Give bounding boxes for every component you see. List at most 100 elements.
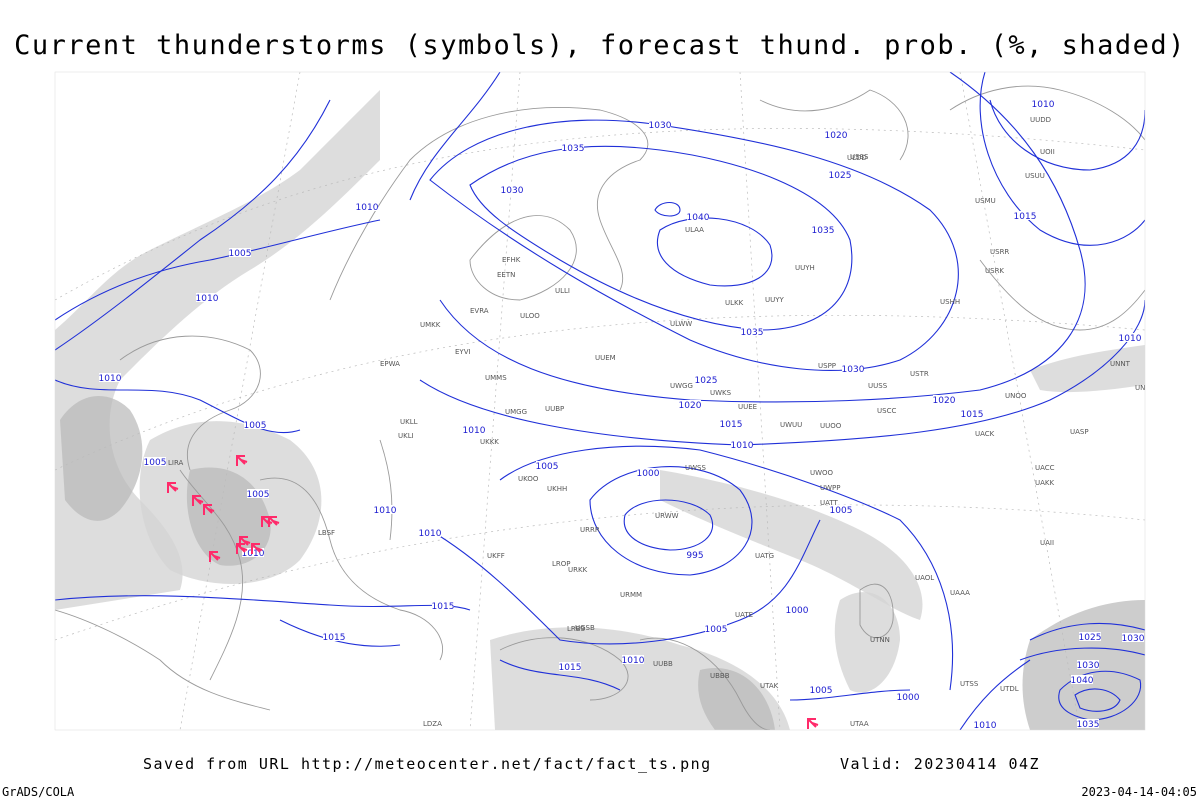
isobar-label: 1030: [649, 121, 672, 131]
isobar-label: 1015: [720, 420, 743, 430]
station-label: UKLI: [398, 432, 414, 440]
isobar-label-bg: [731, 440, 753, 449]
isobar-label: 1015: [1014, 212, 1037, 222]
isobar-label-bg: [1077, 719, 1099, 728]
station-label: UMGG: [505, 408, 527, 416]
isobar-label-bg: [830, 505, 852, 514]
station-label: LRBS: [567, 625, 585, 633]
isobar-label-bg: [695, 375, 717, 384]
station-label: UNNT: [1110, 360, 1131, 368]
isobar-label-bg: [463, 425, 485, 434]
isobar-label: 1010: [374, 506, 397, 516]
station-label: EYVI: [455, 348, 471, 356]
station-label: UATG: [755, 552, 774, 560]
thunderstorm-symbol: [192, 495, 204, 506]
isobar-label-bg: [244, 420, 266, 429]
station-label: UAAA: [950, 589, 970, 597]
station-label: UUDD: [1030, 116, 1051, 124]
map-area: 1030 1035 1030 1040 1035 1020 1025 1010 1015 1010…: [55, 72, 1145, 731]
station-label: UWSS: [685, 464, 706, 472]
isobar-label: 1010: [622, 656, 645, 666]
isobar-label-bg: [1077, 660, 1099, 669]
station-label: UKFF: [487, 552, 505, 560]
station-label: UKHH: [547, 485, 567, 493]
isobar-label: 1015: [961, 410, 984, 420]
isobar-label: 1030: [842, 365, 865, 375]
station-label: UTNN: [870, 636, 890, 644]
credit: GrADS/COLA: [2, 785, 75, 799]
station-label: UACC: [1035, 464, 1055, 472]
station-label: UTSS: [960, 680, 979, 688]
isobar-label-bg: [1071, 675, 1093, 684]
station-label: LROP: [552, 560, 571, 568]
station-label: UAII: [1040, 539, 1054, 547]
isobar-label: 1030: [501, 186, 524, 196]
labels: 1030 1035 1030 1040 1035 1020 1025 1010 1015 1010…: [99, 99, 1145, 731]
station-label: UTDL: [1000, 685, 1019, 693]
isobar-label-bg: [196, 293, 218, 302]
isobar-label-bg: [829, 170, 851, 179]
isobar-label-bg: [974, 720, 996, 729]
map-frame: [54, 71, 1146, 731]
isobar-label-bg: [247, 489, 269, 498]
station-label: USMU: [975, 197, 996, 205]
isobar-label-bg: [812, 225, 834, 234]
isobar-label: 1010: [1119, 334, 1142, 344]
isobar-label-bg: [684, 550, 706, 559]
isobar-label: 1010: [242, 549, 265, 559]
station-label: URRR: [580, 526, 600, 534]
isobar-label: 1005: [247, 490, 270, 500]
isobar-label: 1005: [830, 506, 853, 516]
isobar-label-bg: [562, 143, 584, 152]
isobar-label-bg: [432, 601, 454, 610]
station-label: USHH: [940, 298, 960, 306]
isobar-label: 1010: [419, 529, 442, 539]
thunderstorm-symbol: [203, 504, 215, 515]
isobar-label: 1020: [825, 131, 848, 141]
isobar-label-bg: [810, 685, 832, 694]
thunderstorm-symbol: [167, 482, 179, 493]
station-label: USUU: [1025, 172, 1045, 180]
isobar-label: 1025: [695, 376, 718, 386]
thunderstorm-symbol: [268, 516, 280, 527]
station-label: UMMS: [485, 374, 507, 382]
isobar-label-bg: [649, 120, 671, 129]
station-label: LBSF: [318, 529, 335, 537]
station-label: LIRA: [168, 459, 184, 467]
isobar-label: 1035: [741, 328, 764, 338]
isobar-label-bg: [323, 632, 345, 641]
isobar-label: 1025: [1079, 633, 1102, 643]
thunderstorm-symbol: [251, 543, 263, 554]
isobar-label: 1030: [1077, 661, 1100, 671]
isobar-label-bg: [933, 395, 955, 404]
station-label: UUYH: [795, 264, 815, 272]
station-label: UUSS: [868, 382, 888, 390]
isobar-label-bg: [356, 202, 378, 211]
isobar-label-bg: [786, 605, 808, 614]
station-label: LDZA: [423, 720, 442, 728]
station-label: UACK: [975, 430, 995, 438]
isobar-label-bg: [741, 327, 763, 336]
station-label: UOII: [1040, 148, 1055, 156]
station-label: URKK: [568, 566, 588, 574]
station-label: UKOO: [518, 475, 539, 483]
isobar-label-bg: [705, 624, 727, 633]
isobar-label: 1030: [1122, 634, 1145, 644]
isobar-label: 1010: [1032, 100, 1055, 110]
isobar-label: 1010: [974, 721, 997, 731]
station-label: UWGG: [670, 382, 693, 390]
station-label: UATT: [820, 499, 839, 507]
isobar-label: 1000: [897, 693, 920, 703]
isobar-label-bg: [897, 692, 919, 701]
station-label: UUEE: [738, 403, 757, 411]
isobar-label-bg: [536, 461, 558, 470]
station-label: UWUU: [780, 421, 802, 429]
isobar-label: 1035: [562, 144, 585, 154]
thunderstorm-symbol: [807, 718, 819, 729]
station-label: USSS: [850, 153, 869, 161]
station-label: UBBB: [710, 672, 730, 680]
station-label: USRK: [985, 267, 1004, 275]
isobar-label: 1015: [323, 633, 346, 643]
station-label: UUEM: [595, 354, 616, 362]
